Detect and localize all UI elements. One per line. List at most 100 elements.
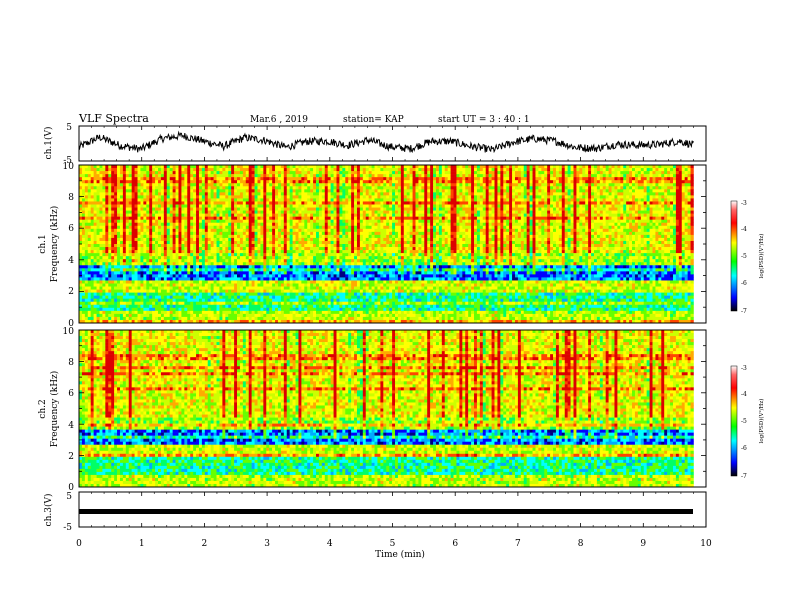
spectrogram-cell (138, 183, 141, 186)
spectrogram-cell (527, 244, 530, 247)
spectrogram-cell (582, 180, 585, 183)
spectrogram-cell (278, 232, 281, 235)
spectrogram-cell (527, 192, 530, 195)
spectrogram-cell (591, 195, 594, 198)
spectrogram-cell (553, 192, 562, 195)
spectrogram-cell (448, 217, 451, 220)
spectrogram-cell (140, 244, 143, 247)
spectrogram-cell (190, 235, 193, 238)
spectrogram-cell (451, 183, 457, 186)
spectrogram-cell (494, 247, 497, 250)
spectrogram-cell (111, 250, 114, 253)
station-label: station= KAP (343, 115, 404, 125)
spectrogram-cell (123, 238, 126, 241)
spectrogram-cell (158, 171, 161, 174)
spectrogram-cell (477, 183, 480, 186)
spectrogram-cell (304, 208, 307, 211)
spectrogram-cell (685, 186, 688, 189)
spectrogram-cell (375, 180, 378, 183)
spectrogram-cell (547, 220, 550, 223)
spectrogram-cell (456, 205, 459, 208)
spectrogram-cell (559, 211, 562, 214)
spectrogram-cell (336, 192, 339, 195)
spectrogram-cell (316, 235, 319, 238)
spectrogram-cell (553, 180, 556, 183)
spectrogram-cell (328, 238, 331, 241)
spectrogram-cell (480, 171, 486, 174)
spectrogram-cell (240, 180, 246, 183)
spectrogram-cell (392, 165, 395, 168)
spectrogram-cell (424, 244, 427, 247)
spectrogram-cell (301, 165, 304, 168)
spectrogram-cell (509, 232, 512, 235)
spectrogram-cell (483, 201, 486, 204)
spectrogram-cell (284, 171, 287, 174)
spectrogram-cell (424, 232, 427, 235)
spectrogram-cell (538, 171, 544, 174)
spectrogram-cell (199, 211, 202, 214)
spectrogram-cell (661, 220, 667, 223)
spectrogram-cell (626, 205, 629, 208)
spectrogram-cell (442, 180, 445, 183)
spectrogram-cell (246, 238, 249, 241)
spectrogram-cell (594, 244, 603, 247)
spectrogram-cell (413, 208, 416, 211)
spectrogram-cell (471, 241, 474, 244)
spectrogram-cell (155, 174, 158, 177)
spectrogram-cell (123, 244, 126, 247)
spectrogram-cell (284, 217, 287, 220)
spectrogram-cell (234, 198, 237, 201)
spectrogram-cell (415, 247, 418, 250)
spectrogram-cell (319, 171, 322, 174)
spectrogram-cell (623, 177, 626, 180)
spectrogram-cell (114, 220, 117, 223)
spectrogram-cell (231, 201, 234, 204)
spectrogram-cell (468, 198, 471, 201)
spectrogram-cell (535, 195, 541, 198)
spectrogram-cell (205, 171, 208, 174)
spectrogram-cell (418, 214, 424, 217)
spectrogram-cell (269, 171, 275, 174)
spectrogram-cell (164, 211, 167, 214)
spectrogram-cell (82, 201, 85, 204)
spectrogram-cell (240, 183, 243, 186)
spectrogram-cell (108, 232, 111, 235)
spectrogram-cell (638, 201, 644, 204)
spectrogram-cell (126, 192, 132, 195)
spectrogram-cell (202, 229, 205, 232)
spectrogram-cell (129, 244, 132, 247)
spectrogram-cell (366, 165, 369, 168)
spectrogram-cell (135, 174, 138, 177)
spectrogram-cell (269, 229, 272, 232)
spectrogram-cell (603, 235, 606, 238)
spectrogram-cell (562, 168, 565, 171)
spectrogram-cell (249, 235, 255, 238)
spectrogram-cell (506, 229, 509, 232)
spectrogram-cell (132, 214, 138, 217)
spectrogram-cell (515, 198, 524, 201)
spectrogram-cell (190, 174, 193, 177)
spectrogram-cell (483, 183, 486, 186)
spectrogram-cell (152, 217, 155, 220)
spectrogram-cell (424, 192, 427, 195)
spectrogram-cell (585, 205, 588, 208)
spectrogram-cell (506, 208, 509, 211)
spectrogram-cell (237, 177, 240, 180)
spectrogram-cell (266, 195, 272, 198)
spectrogram-cell (266, 229, 269, 232)
spectrogram-cell (653, 223, 656, 226)
spectrogram-cell (673, 177, 676, 180)
spectrogram-cell (164, 229, 167, 232)
spectrogram-cell (500, 198, 503, 201)
spectrogram-cell (524, 168, 527, 171)
spectrogram-cell (105, 165, 108, 168)
spectrogram-cell (480, 232, 483, 235)
spectrogram-cell (635, 195, 644, 198)
spectrogram-cell (515, 217, 518, 220)
spectrogram-cell (99, 205, 102, 208)
spectrogram-cell (573, 214, 576, 217)
spectrogram-cell (688, 211, 691, 214)
spectrogram-cell (325, 180, 328, 183)
spectrogram-cell (348, 201, 351, 204)
spectrogram-cell (357, 174, 360, 177)
